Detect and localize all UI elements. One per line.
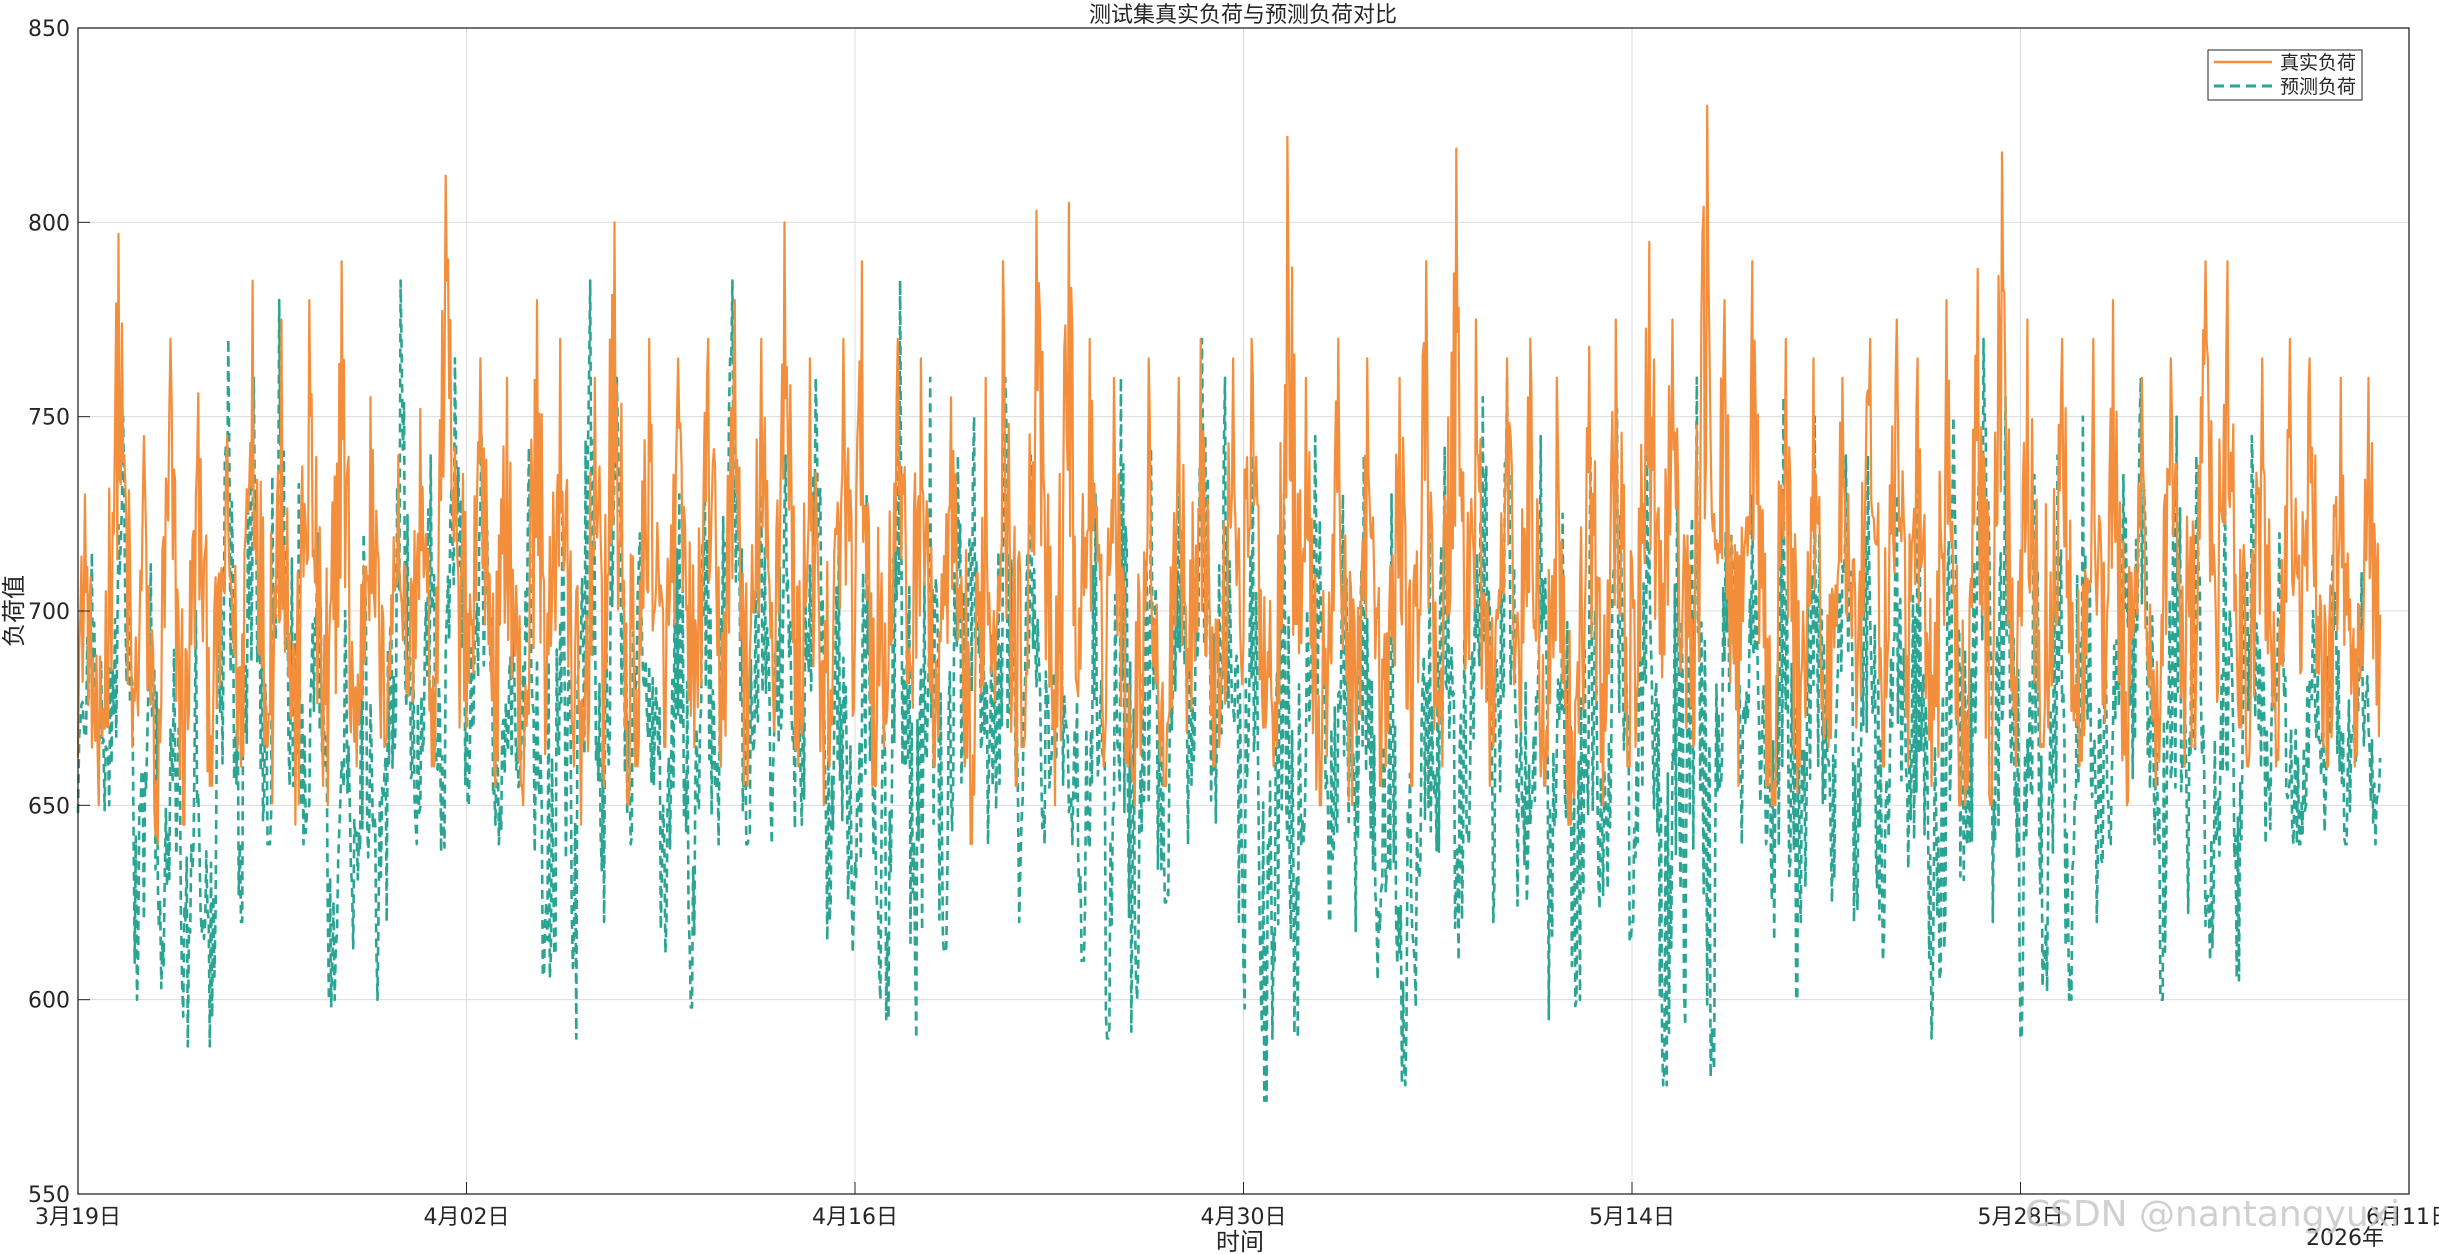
- x-tick-label: 5月14日: [1589, 1205, 1675, 1230]
- y-tick-label: 700: [28, 600, 70, 625]
- legend-box: [2207, 49, 2363, 101]
- y-tick-label: 750: [28, 406, 70, 431]
- watermark: CSDN @nantangyuxi: [2025, 1194, 2400, 1235]
- x-tick-label: 6月11日: [2366, 1205, 2439, 1230]
- x-tick-label: 4月02日: [424, 1205, 510, 1230]
- x-tick-label: 5月28日: [1978, 1205, 2064, 1230]
- legend-label-actual: 真实负荷: [2280, 52, 2356, 74]
- x-axis-label: 时间: [1216, 1228, 1264, 1254]
- series-line-actual: [76, 104, 2382, 846]
- chart-title: 测试集真实负荷与预测负荷对比: [1089, 3, 1397, 28]
- x-year-label: 2026年: [2306, 1226, 2384, 1251]
- y-tick-label: 850: [28, 17, 70, 42]
- axis-ticks: 550 600 650 700 750 800 850 3月19日 4月02日 4月16日 4月30…: [28, 17, 2439, 1230]
- y-tick-label: 600: [28, 989, 70, 1014]
- y-tick-label: 550: [28, 1183, 70, 1208]
- legend-label-predicted: 预测负荷: [2280, 76, 2356, 98]
- y-tick-label: 650: [28, 794, 70, 819]
- x-tick-label: 4月30日: [1201, 1205, 1287, 1230]
- y-tick-label: 800: [28, 211, 70, 236]
- legend: 真实负荷 预测负荷: [2207, 49, 2363, 101]
- y-axis-label: 负荷值: [0, 575, 28, 647]
- series-line-predicted: [76, 279, 2382, 1102]
- x-tick-label: 3月19日: [35, 1205, 121, 1230]
- x-tick-label: 4月16日: [812, 1205, 898, 1230]
- series-layer: [76, 104, 2382, 1102]
